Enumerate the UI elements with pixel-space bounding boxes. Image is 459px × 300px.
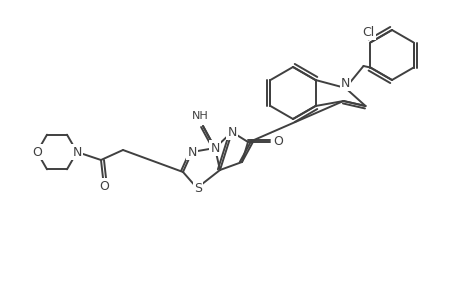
Text: O: O <box>273 134 282 148</box>
Text: N: N <box>72 146 82 158</box>
Text: N: N <box>227 125 236 139</box>
Text: N: N <box>187 146 196 158</box>
Text: O: O <box>99 179 109 193</box>
Text: Cl: Cl <box>361 26 374 39</box>
Text: O: O <box>32 146 42 158</box>
Text: S: S <box>194 182 202 194</box>
Text: NH: NH <box>191 111 208 121</box>
Text: N: N <box>210 142 219 154</box>
Text: N: N <box>340 76 349 89</box>
